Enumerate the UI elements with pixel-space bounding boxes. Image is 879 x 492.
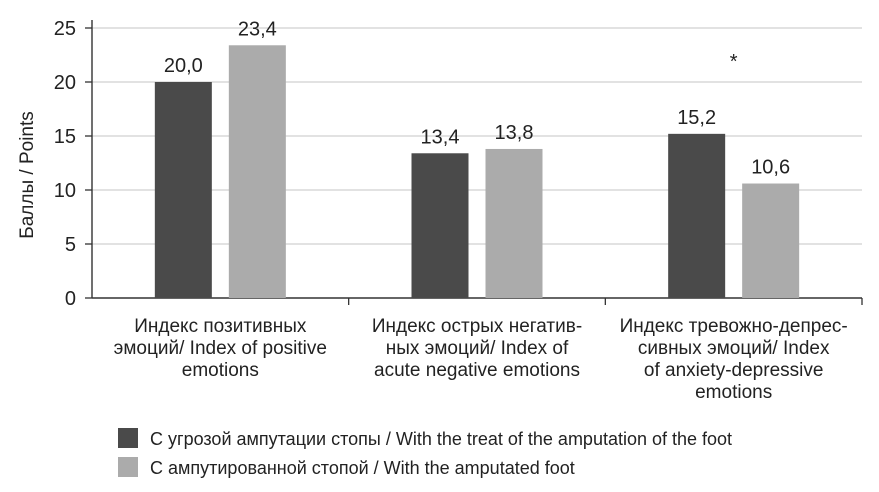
bar <box>411 153 469 298</box>
category-label: ных эмоций/ Index of <box>386 338 569 359</box>
legend-label: С ампутированной стопой / With the amput… <box>150 458 575 478</box>
data-label: 20,0 <box>164 55 203 77</box>
bar <box>485 148 543 298</box>
y-tick-label: 10 <box>54 180 76 202</box>
data-label: 15,2 <box>677 107 716 129</box>
data-labels: 20,0 23,4 13,4 13,8 15,2 10,6 * <box>164 18 790 178</box>
legend-swatch <box>118 457 138 477</box>
y-tick-label: 15 <box>54 126 76 148</box>
legend-label: С угрозой ампутации стопы / With the tre… <box>150 429 732 449</box>
category-label: сивных эмоций/ Index <box>638 338 830 359</box>
category-label: Индекс позитивных <box>134 316 307 337</box>
data-label: 13,4 <box>421 126 460 148</box>
bar <box>668 133 726 298</box>
y-axis-label: Баллы / Points <box>17 111 38 239</box>
bar <box>154 82 212 298</box>
category-label: Индекс тревожно-депрес- <box>620 316 848 337</box>
data-label: 13,8 <box>495 122 534 144</box>
data-label: 10,6 <box>751 157 790 179</box>
legend: С угрозой ампутации стопы / With the tre… <box>118 428 732 478</box>
category-label: Индекс острых негатив- <box>372 316 582 337</box>
category-label: эмоций/ Index of positive <box>114 338 327 359</box>
annotation-asterisk: * <box>730 51 738 73</box>
category-label: emotions <box>182 360 259 381</box>
gridlines <box>92 27 862 245</box>
data-label: 23,4 <box>238 18 277 40</box>
axes: 0 5 10 15 20 25 <box>54 18 863 310</box>
category-label: acute negative emotions <box>374 360 580 381</box>
y-tick-label: 5 <box>65 234 76 256</box>
category-label: emotions <box>695 382 772 403</box>
y-tick-label: 25 <box>54 18 76 40</box>
y-tick-label: 0 <box>65 288 76 310</box>
y-tick-label: 20 <box>54 72 76 94</box>
category-label: of anxiety-depressive <box>644 360 824 381</box>
legend-swatch <box>118 428 138 448</box>
bar <box>742 183 800 298</box>
bars <box>154 45 800 298</box>
bar <box>228 45 286 298</box>
